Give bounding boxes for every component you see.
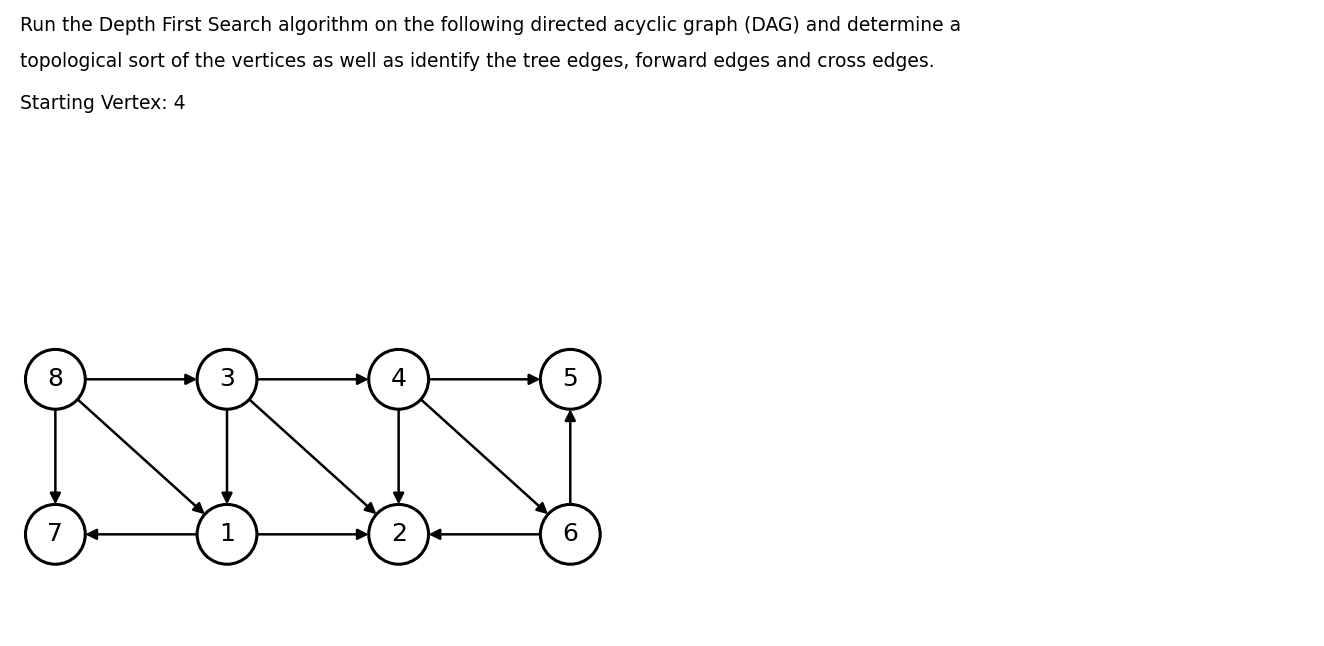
Circle shape xyxy=(540,349,600,409)
Text: 1: 1 xyxy=(218,523,234,547)
Text: Starting Vertex: 4: Starting Vertex: 4 xyxy=(20,94,185,112)
Text: topological sort of the vertices as well as identify the tree edges, forward edg: topological sort of the vertices as well… xyxy=(20,52,935,70)
Text: 8: 8 xyxy=(48,368,64,391)
Circle shape xyxy=(25,505,85,564)
Circle shape xyxy=(369,505,429,564)
Text: 4: 4 xyxy=(391,368,406,391)
Text: 5: 5 xyxy=(563,368,579,391)
Text: 2: 2 xyxy=(391,523,406,547)
Text: Run the Depth First Search algorithm on the following directed acyclic graph (DA: Run the Depth First Search algorithm on … xyxy=(20,16,961,35)
Text: 6: 6 xyxy=(563,523,579,547)
Text: 3: 3 xyxy=(218,368,234,391)
Circle shape xyxy=(369,349,429,409)
Circle shape xyxy=(25,349,85,409)
Circle shape xyxy=(197,349,257,409)
Circle shape xyxy=(540,505,600,564)
Circle shape xyxy=(197,505,257,564)
Text: 7: 7 xyxy=(48,523,64,547)
